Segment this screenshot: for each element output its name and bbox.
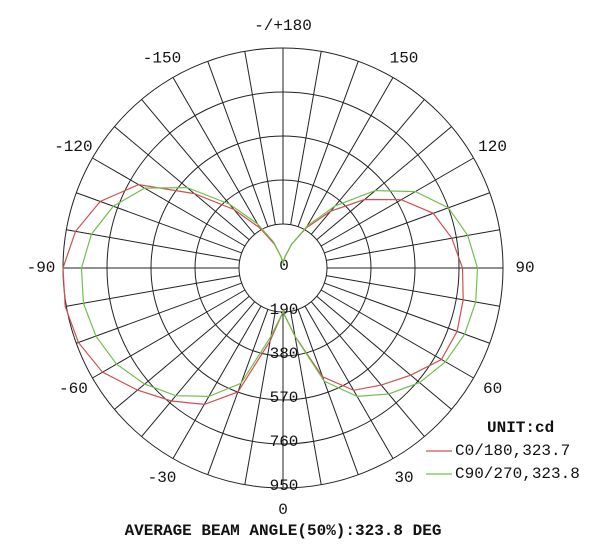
angle-tick-label: 60 [483, 380, 502, 398]
spoke [114, 295, 250, 410]
r-tick-label: 190 [270, 301, 299, 319]
spoke [66, 229, 240, 261]
chart-title: AVERAGE BEAM ANGLE(50%):323.8 DEG [125, 522, 442, 540]
legend-label: C90/270,323.8 [455, 465, 580, 483]
angle-tick-label: 120 [478, 138, 507, 156]
angle-tick-label: -120 [54, 138, 92, 156]
spoke [92, 157, 246, 247]
spoke [244, 51, 276, 225]
spoke [316, 126, 452, 241]
spoke [76, 282, 242, 344]
spoke [290, 51, 322, 225]
spoke [172, 305, 262, 459]
r-tick-label: 0 [279, 257, 289, 275]
spoke [324, 192, 490, 254]
spoke [92, 289, 246, 379]
spoke [114, 126, 250, 241]
spoke [304, 305, 394, 459]
spoke [320, 289, 474, 379]
legend-label: C0/180,323.7 [455, 442, 570, 460]
angle-tick-label: -90 [27, 259, 56, 277]
spoke [141, 301, 256, 437]
spoke [326, 275, 500, 307]
spoke [326, 229, 500, 261]
spoke [290, 311, 322, 485]
angle-tick-label: -60 [59, 380, 88, 398]
spoke [141, 99, 256, 235]
spoke [310, 301, 425, 437]
unit-label: UNIT:cd [487, 419, 554, 437]
series-line [80, 186, 479, 398]
angle-tick-label: 0 [278, 501, 288, 519]
spoke [304, 77, 394, 231]
angle-tick-label: -150 [143, 50, 181, 68]
r-tick-label: 760 [270, 433, 299, 451]
spoke [76, 192, 242, 254]
angle-tick-label: 30 [394, 469, 413, 487]
spoke [172, 77, 262, 231]
spoke [297, 309, 359, 475]
r-tick-label: 380 [270, 345, 299, 363]
r-tick-label: 950 [270, 477, 299, 495]
angle-tick-label: -30 [148, 469, 177, 487]
spoke [297, 61, 359, 227]
angle-tick-label: 90 [515, 259, 534, 277]
spoke [316, 295, 452, 410]
r-tick-label: 570 [270, 389, 299, 407]
spoke [66, 275, 240, 307]
spoke [310, 99, 425, 235]
spoke [207, 61, 269, 227]
series-line [62, 183, 464, 406]
spoke [324, 282, 490, 344]
angle-tick-label: 150 [390, 50, 419, 68]
angle-tick-label: -/+180 [254, 17, 312, 35]
spoke [320, 157, 474, 247]
